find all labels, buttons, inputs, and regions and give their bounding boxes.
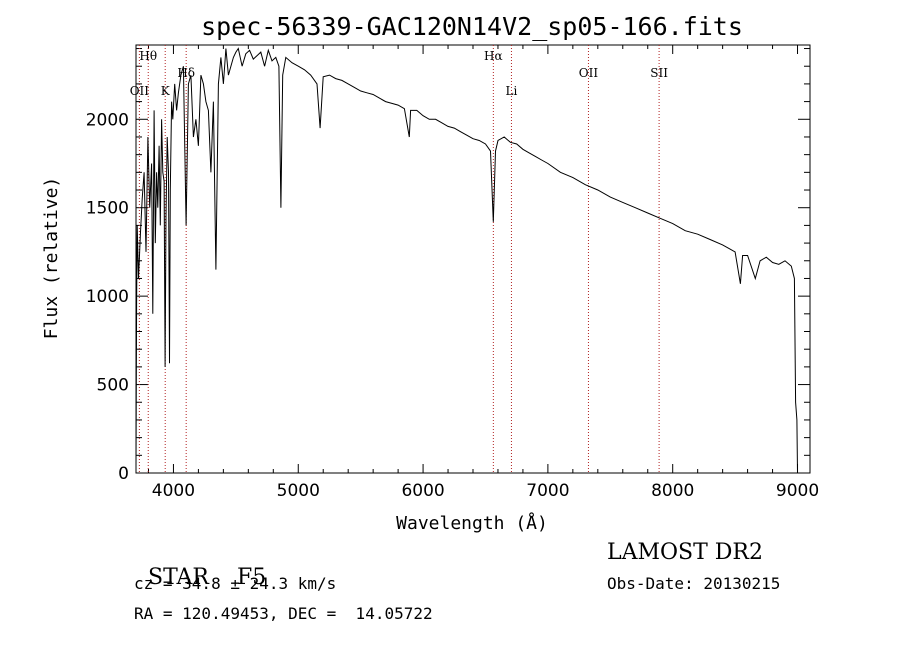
x-tick-label: 4000 [152,481,195,501]
spectrum-line [135,47,798,474]
reference-line-label: SII [650,66,668,80]
reference-line-label: Hδ [177,66,195,80]
redshift-readout: cz = 34.8 ± 24.3 km/s [134,574,337,593]
y-tick-label: 1500 [86,199,129,219]
survey-label: LAMOST DR2 [607,540,763,565]
reference-line-label: Hθ [139,49,157,63]
reference-line-label: Li [506,84,518,98]
x-tick-label: 5000 [277,481,320,501]
y-axis-label: Flux (relative) [41,177,62,340]
y-tick-label: 500 [97,376,129,396]
y-tick-label: 1000 [86,287,129,307]
observation-date: Obs-Date: 20130215 [607,574,781,593]
x-tick-label: 7000 [526,481,569,501]
object-subclass: F5 [236,565,267,590]
reference-line-label: K [161,84,171,98]
chart-title: spec-56339-GAC120N14V2_sp05-166.fits [201,12,743,41]
x-tick-label: 6000 [401,481,444,501]
reference-line-label: Hα [484,49,503,63]
y-tick-label: 2000 [86,110,129,130]
object-class: STAR [148,565,209,590]
y-tick-label: 0 [118,464,129,484]
coordinates-readout: RA = 120.49453, DEC = 14.05722 [134,604,433,623]
x-axis-label: Wavelength (Å) [396,512,548,534]
plot-frame [135,44,811,474]
x-tick-label: 8000 [651,481,694,501]
reference-line-label: OII [130,84,150,98]
reference-line-label: OII [579,66,599,80]
x-tick-label: 9000 [776,481,819,501]
